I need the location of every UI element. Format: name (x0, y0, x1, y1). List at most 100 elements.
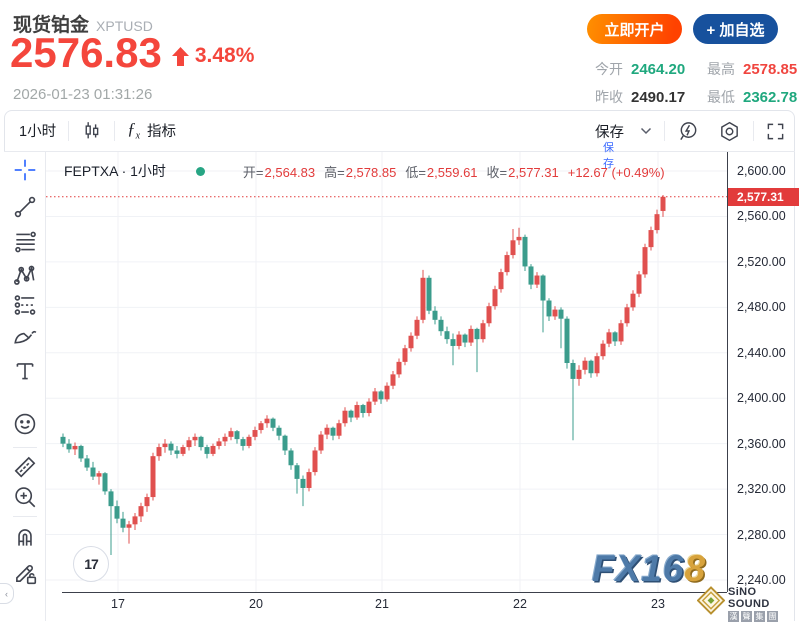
settings-icon[interactable] (718, 120, 741, 143)
trend-line-icon[interactable] (12, 194, 38, 220)
candle (282, 434, 288, 456)
candle (366, 398, 372, 417)
prediction-measure-icon[interactable] (12, 292, 38, 318)
collapse-axis-icon[interactable]: ‹ (0, 583, 14, 604)
candle (210, 443, 216, 457)
candle (252, 426, 258, 441)
candle (510, 228, 516, 259)
tradingview-logo[interactable]: 17 (73, 546, 109, 582)
toolbar-divider (664, 121, 665, 141)
stat-label: 最高 (707, 61, 735, 77)
candle (114, 500, 120, 524)
ruler-icon[interactable] (12, 453, 38, 479)
save-button[interactable]: 保存 保存 (595, 124, 624, 170)
candle (138, 502, 144, 523)
fullscreen-icon[interactable] (766, 122, 785, 141)
sino-cn-char: 聲 (740, 611, 752, 622)
price-axis-label: 2,240.00 (737, 573, 786, 587)
price-axis-label: 2,480.00 (737, 300, 786, 315)
candle (492, 285, 498, 310)
stat-value: 2362.78 (743, 88, 798, 106)
candle (90, 461, 96, 481)
candle (258, 420, 264, 434)
quote-stats: 今开 2464.20 最高 2578.85 昨收 2490.17 最低 2362.78 (595, 55, 799, 111)
toolbar-divider (68, 120, 70, 141)
candle (462, 333, 468, 348)
chart-toolbar: 1小时 ƒx 指标 保存 保存 (4, 110, 795, 170)
candle (66, 439, 72, 453)
candle (192, 433, 198, 446)
candle (60, 433, 66, 448)
sino-cn-name: 漢聲集團 (727, 611, 799, 622)
legend-ohlc-value: 2,559.61 (426, 164, 478, 180)
text-icon[interactable] (12, 358, 38, 384)
candle (174, 445, 180, 459)
candlestick-style-icon[interactable] (81, 120, 102, 141)
crosshair-icon[interactable] (12, 157, 38, 183)
candle (186, 436, 192, 451)
candlestick-chart[interactable] (46, 152, 727, 592)
candle (474, 327, 480, 373)
stat-label: 最低 (707, 89, 735, 105)
candle (372, 387, 378, 406)
candle (606, 328, 612, 348)
candle (360, 403, 366, 418)
toolbar-right-group: 保存 保存 (595, 110, 785, 170)
rail-divider (13, 516, 37, 517)
candle (264, 415, 270, 428)
last-price: 2576.83 (10, 29, 162, 76)
candle (162, 439, 168, 453)
time-axis-border (62, 592, 727, 593)
interval-selector[interactable]: 1小时 (19, 124, 57, 140)
emoji-icon[interactable] (12, 411, 38, 437)
sino-sound-watermark: SiNO SOUND 漢聲集團 (697, 586, 799, 622)
quick-search-icon[interactable] (677, 120, 700, 143)
xabcd-pattern-icon[interactable] (12, 262, 38, 288)
candle (222, 433, 228, 446)
candle (438, 316, 444, 336)
legend-ohlc-label: 收= (486, 164, 508, 180)
candle (288, 448, 294, 470)
candle (624, 303, 630, 327)
magnet-icon[interactable] (12, 524, 38, 550)
add-watchlist-button[interactable]: + 加自选 (693, 14, 778, 44)
indicators-button[interactable]: ƒx 指标 (127, 119, 176, 141)
candle (216, 437, 222, 450)
fx168-watermark: FX168 (592, 548, 707, 589)
candle (306, 468, 312, 492)
price-axis-border (727, 152, 728, 592)
open-account-button[interactable]: 立即开户 (587, 14, 682, 44)
chevron-down-icon[interactable] (640, 127, 652, 135)
candle (642, 243, 648, 278)
candle (618, 319, 624, 345)
brush-icon[interactable] (12, 320, 38, 346)
drawing-tools-rail (4, 152, 46, 621)
candle (504, 251, 510, 276)
price-axis-label: 2,320.00 (737, 482, 786, 497)
candle (534, 272, 540, 289)
candle (330, 426, 336, 441)
candle (72, 442, 78, 456)
candle (354, 401, 360, 420)
draw-lock-icon[interactable] (12, 560, 38, 586)
fib-retracement-icon[interactable] (12, 229, 38, 255)
legend-ohlc-label: 高= (324, 164, 345, 180)
candle (198, 435, 204, 451)
candle (144, 493, 150, 512)
candle (558, 307, 564, 349)
stat-value: 2464.20 (631, 60, 686, 78)
candle (324, 424, 330, 440)
candle (300, 475, 306, 507)
status-dot (195, 166, 205, 176)
time-axis-label: 23 (651, 597, 665, 611)
candle (570, 359, 576, 441)
stat-value: 2490.17 (631, 88, 686, 106)
change-percent: 3.48% (194, 44, 255, 67)
zoom-in-icon[interactable] (12, 484, 38, 510)
candle (546, 298, 552, 321)
rail-divider (13, 447, 37, 448)
candle (312, 447, 318, 476)
candle (120, 511, 126, 533)
page-title: 现货铂金 XPTUSD (13, 10, 153, 37)
